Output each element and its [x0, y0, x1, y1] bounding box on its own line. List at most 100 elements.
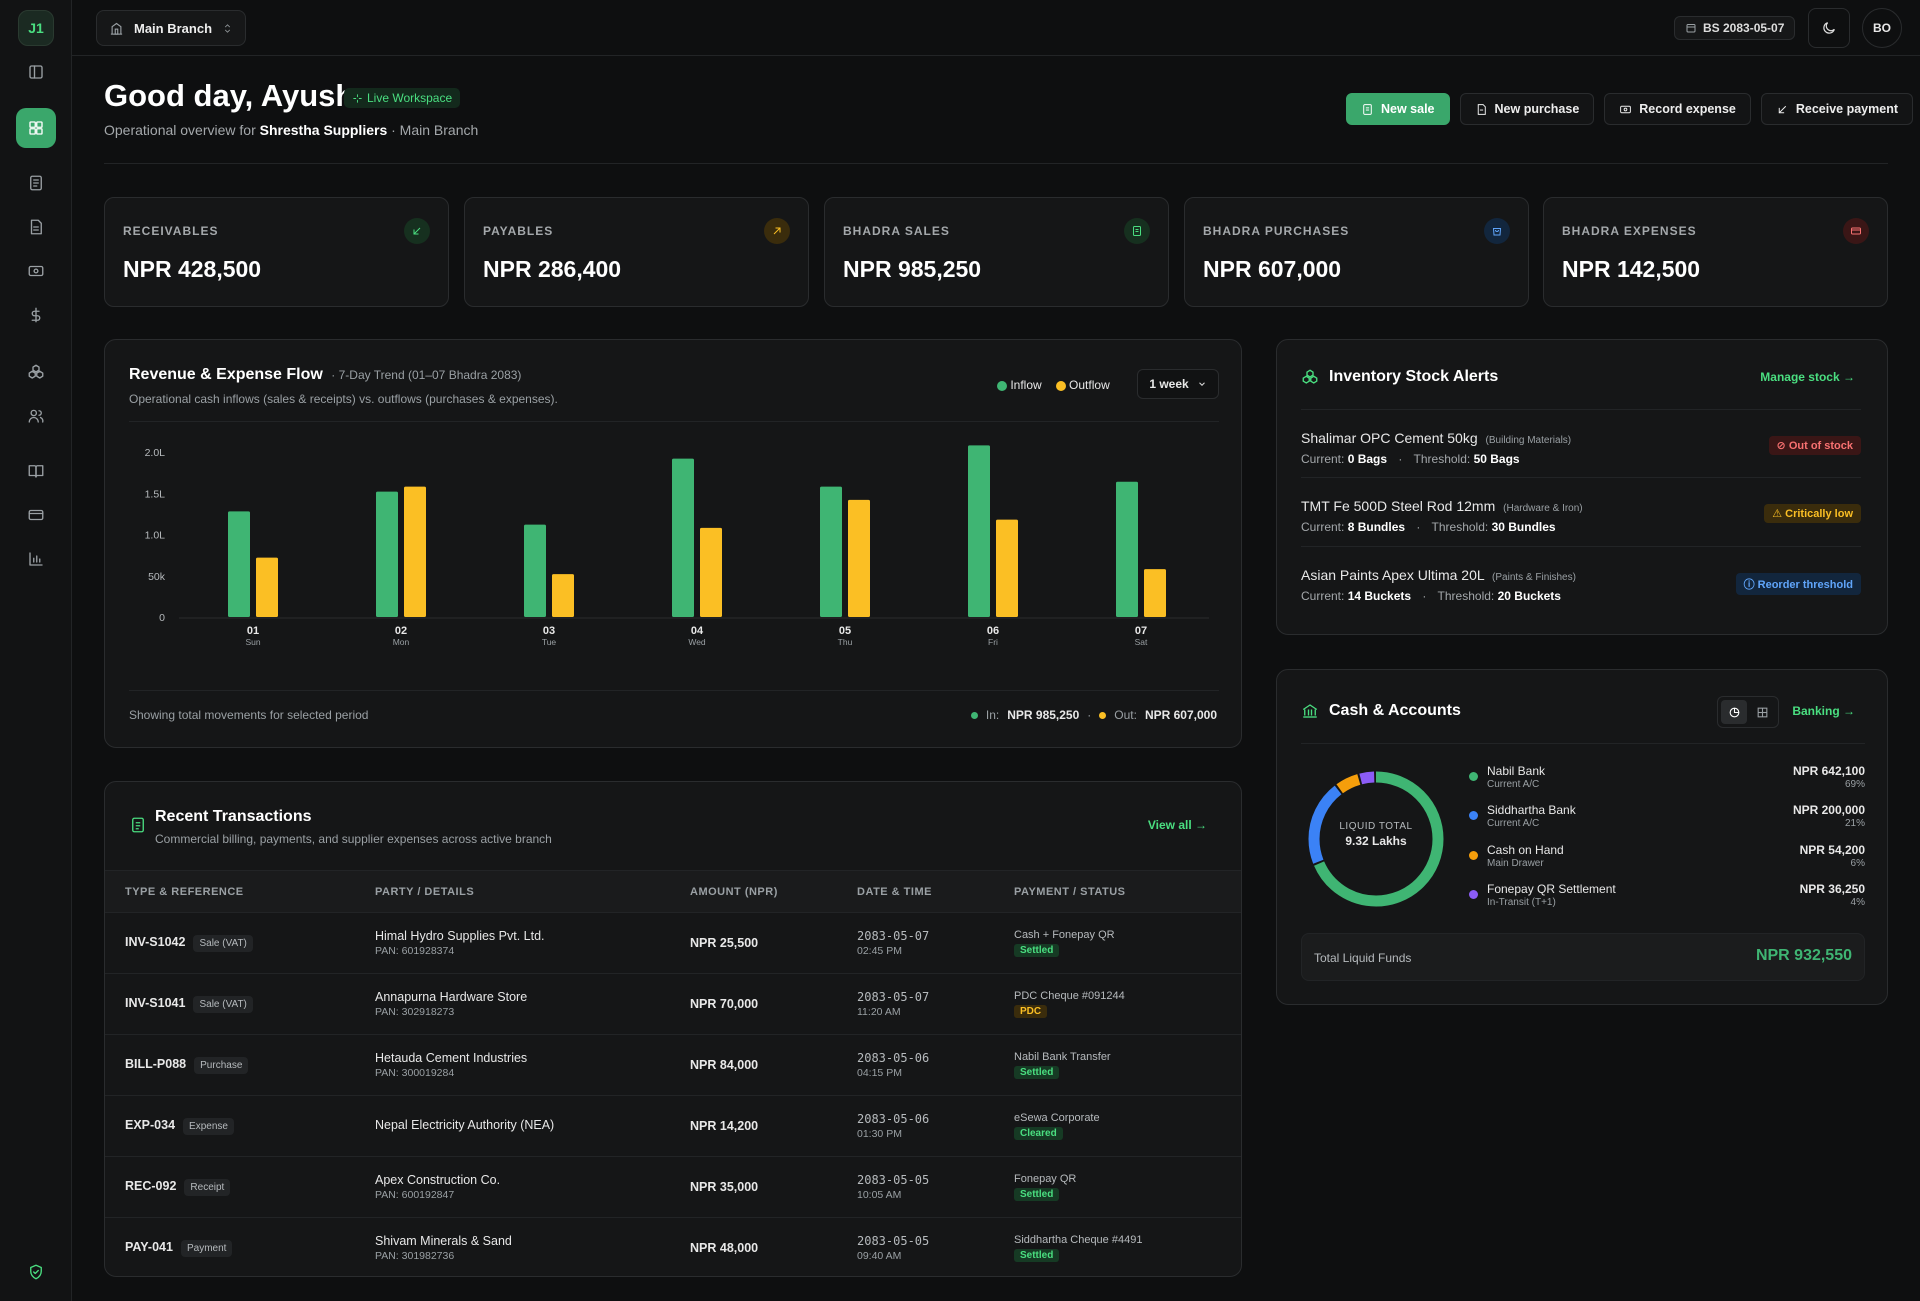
shield-check-icon[interactable] [16, 1252, 56, 1292]
flow-title: Revenue & Expense Flow [129, 366, 323, 383]
sales-icon[interactable] [16, 163, 56, 203]
alert-threshold: 30 Bundles [1491, 520, 1556, 534]
cash-divider [1301, 743, 1865, 744]
manage-stock-link[interactable]: Manage stock → [1760, 370, 1855, 384]
chart-legend: Inflow Outflow [997, 378, 1110, 392]
alert-item[interactable]: TMT Fe 500D Steel Rod 12mm (Hardware & I… [1301, 477, 1861, 545]
new-purchase-button[interactable]: New purchase [1459, 93, 1595, 125]
view-all-link[interactable]: View all → [1147, 818, 1207, 832]
range-select[interactable]: 1 week [1137, 369, 1219, 399]
status-badge: Settled [1014, 1188, 1060, 1201]
tx-time: 02:45 PM [857, 945, 902, 957]
alert-item-category: (Paints & Finishes) [1492, 572, 1576, 583]
alert-threshold: 20 Buckets [1497, 589, 1561, 603]
alert-item-category: (Building Materials) [1485, 435, 1572, 446]
list-icon [132, 817, 144, 833]
donut-center: LIQUID TOTAL 9.32 Lakhs [1301, 821, 1451, 848]
account-row[interactable]: Nabil Bank Current A/C NPR 642,100 69% [1469, 764, 1865, 802]
tx-amount: NPR 48,000 [690, 1241, 759, 1256]
tx-time: 11:20 AM [857, 1006, 901, 1018]
receive-payment-button[interactable]: Receive payment [1760, 93, 1913, 125]
in-total: NPR 985,250 [1007, 708, 1080, 722]
tx-party: Nepal Electricity Authority (NEA) [375, 1118, 555, 1132]
live-badge-label: Live Workspace [367, 91, 453, 105]
account-row[interactable]: Fonepay QR Settlement In-Transit (T+1) N… [1469, 882, 1865, 920]
banking-link[interactable]: Banking → [1792, 704, 1855, 718]
account-sub: Current A/C [1487, 779, 1540, 790]
status-badge: Settled [1014, 1249, 1060, 1263]
new-sale-button[interactable]: New sale [1346, 93, 1450, 125]
tx-ref: REC-092 [125, 1178, 177, 1193]
tx-pan: PAN: 301982736 [375, 1250, 455, 1263]
record-expense-button[interactable]: Record expense [1604, 93, 1751, 125]
chevron-down-icon [1198, 382, 1205, 386]
account-name: Siddhartha Bank [1487, 803, 1576, 817]
x-tick-sublabel: Wed [688, 637, 706, 647]
y-tick-label: 1.0L [145, 530, 166, 542]
x-tick-sublabel: Fri [988, 637, 998, 647]
bar-inflow [820, 486, 842, 617]
expenses-icon[interactable] [16, 251, 56, 291]
tx-method: Cash + Fonepay QR [1014, 929, 1115, 941]
table-row[interactable]: REC-092 Receipt Apex Construction Co. PAN: … [105, 1156, 1241, 1218]
new-purchase-label: New purchase [1494, 102, 1580, 116]
new-sale-label: New sale [1381, 102, 1435, 116]
column-header: AMOUNT (NPR) [690, 886, 778, 898]
x-tick-sublabel: Sun [245, 637, 260, 647]
payments-icon[interactable] [16, 295, 56, 335]
record-expense-label: Record expense [1639, 102, 1736, 116]
account-name: Nabil Bank [1487, 764, 1546, 778]
branch-selector[interactable]: Main Branch [96, 10, 246, 46]
ledger-icon[interactable] [16, 451, 56, 491]
donut-value: 9.32 Lakhs [1345, 834, 1407, 848]
account-pct: 6% [1850, 858, 1865, 869]
kpi-bhadra-expenses[interactable]: BHADRA EXPENSES NPR 142,500 [1543, 197, 1888, 307]
table-row[interactable]: INV-S1041 Sale (VAT) Annapurna Hardware St… [105, 973, 1241, 1035]
account-row[interactable]: Siddhartha Bank Current A/C NPR 200,000 … [1469, 803, 1865, 841]
table-view-icon[interactable] [1749, 700, 1775, 724]
table-row[interactable]: PAY-041 Payment Shivam Minerals & Sand PAN:… [105, 1217, 1241, 1276]
account-dot [1469, 890, 1478, 899]
cash-title: Cash & Accounts [1329, 702, 1461, 719]
kpi-label: BHADRA EXPENSES [1562, 224, 1697, 238]
parties-icon[interactable] [16, 396, 56, 436]
theme-toggle-button[interactable] [1808, 8, 1850, 48]
table-row[interactable]: INV-S1042 Sale (VAT) Himal Hydro Supplies … [105, 912, 1241, 974]
out-total: NPR 607,000 [1144, 708, 1217, 722]
total-liquid-label: Total Liquid Funds [1314, 951, 1412, 965]
kpi-payables[interactable]: PAYABLES NPR 286,400 [464, 197, 809, 307]
reports-icon[interactable] [16, 539, 56, 579]
transactions-table: INV-S1042 Sale (VAT) Himal Hydro Supplies … [105, 912, 1241, 1276]
purchases-icon[interactable] [16, 207, 56, 247]
workspace-avatar[interactable]: J1 [18, 10, 54, 46]
column-header: TYPE & REFERENCE [125, 886, 244, 898]
alert-item[interactable]: Shalimar OPC Cement 50kg (Building Mater… [1301, 409, 1861, 477]
sidebar-toggle-icon[interactable] [16, 52, 56, 92]
tx-party: Shivam Minerals & Sand [375, 1234, 512, 1249]
pie-view-icon[interactable] [1721, 700, 1747, 724]
kpi-receivables[interactable]: RECEIVABLES NPR 428,500 [104, 197, 449, 307]
dashboard-icon[interactable] [16, 108, 56, 148]
table-row[interactable]: BILL-P088 Purchase Hetauda Cement Industri… [105, 1034, 1241, 1096]
alert-item[interactable]: Asian Paints Apex Ultima 20L (Paints & F… [1301, 546, 1861, 614]
branch-name: Main Branch [134, 20, 213, 36]
recent-transactions-card: Recent Transactions Commercial billing, … [104, 781, 1242, 1277]
user-avatar-button[interactable]: BO [1862, 8, 1902, 48]
donut-slice [1308, 771, 1444, 907]
kpi-bhadra-sales[interactable]: BHADRA SALES NPR 985,250 [824, 197, 1169, 307]
account-row[interactable]: Cash on Hand Main Drawer NPR 54,200 6% [1469, 843, 1865, 881]
date-chip[interactable]: BS 2083-05-07 [1674, 16, 1796, 40]
kpi-bhadra-purchases[interactable]: BHADRA PURCHASES NPR 607,000 [1184, 197, 1529, 307]
banking-icon[interactable] [16, 495, 56, 535]
flow-period: · 7-Day Trend (01–07 Bhadra 2083) [331, 368, 522, 382]
status-badge: ⊘ Out of stock [1768, 436, 1861, 455]
alerts-title: Inventory Stock Alerts [1329, 368, 1499, 385]
inventory-icon[interactable] [16, 352, 56, 392]
tx-pan: PAN: 601928374 [375, 945, 455, 957]
in-label: In: [985, 708, 1000, 722]
table-row[interactable]: EXP-034 Expense Nepal Electricity Authorit… [105, 1095, 1241, 1157]
tx-method: PDC Cheque #091244 [1014, 990, 1125, 1002]
moon-icon [1823, 22, 1835, 34]
tx-ref: INV-S1041 [125, 995, 186, 1010]
tx-date: 2083-05-06 [857, 1112, 930, 1126]
